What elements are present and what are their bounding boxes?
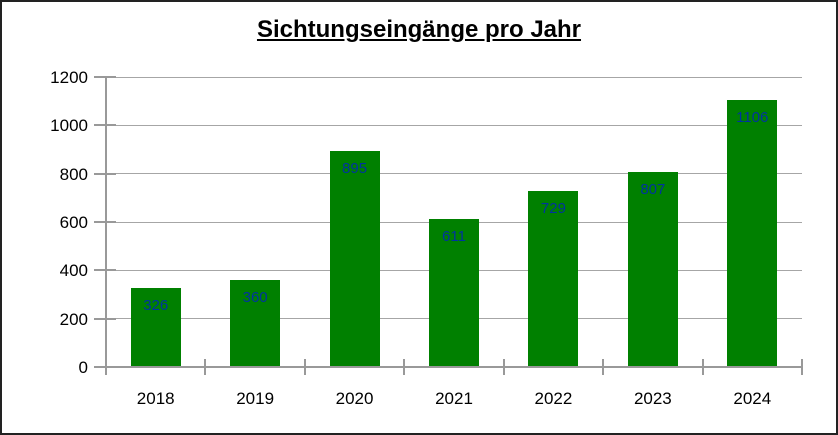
x-axis-line	[105, 366, 803, 368]
y-tick-800	[94, 172, 116, 175]
x-tick	[701, 359, 704, 375]
gridline	[106, 76, 802, 78]
bar-2024	[727, 99, 778, 367]
x-tick	[204, 359, 207, 375]
y-tick-label-800: 800	[59, 164, 88, 184]
x-label-2022: 2022	[534, 389, 573, 408]
x-tick	[602, 359, 605, 375]
x-tick	[303, 359, 306, 375]
y-tick-200	[94, 317, 116, 320]
bar-label-2018: 326	[143, 297, 169, 315]
bar-2021	[429, 219, 479, 367]
bar-label-2021: 611	[442, 228, 466, 246]
bar-label-2022: 729	[540, 199, 566, 217]
x-label-2018: 2018	[136, 389, 175, 408]
x-label-2019: 2019	[236, 389, 275, 408]
x-tick	[105, 359, 107, 375]
x-label-2020: 2020	[335, 389, 374, 408]
y-tick-label-600: 600	[59, 213, 88, 232]
bar-2020	[329, 150, 380, 367]
x-tick	[403, 359, 406, 375]
chart-title: Sichtungseingänge pro Jahr	[256, 16, 582, 43]
x-label-2024: 2024	[733, 389, 772, 408]
y-tick-label-1200: 1200	[50, 68, 88, 87]
bar-label-2019: 360	[242, 289, 268, 306]
y-tick-label-200: 200	[59, 309, 88, 329]
bar-2023	[627, 171, 678, 367]
gridline	[106, 124, 802, 126]
bar-2019	[230, 280, 281, 367]
bar-label-2020: 895	[342, 159, 368, 177]
bar-2022	[528, 190, 579, 367]
y-tick-1200	[94, 76, 116, 78]
bar-label-2024: 1106	[736, 108, 769, 126]
gridline	[106, 173, 802, 175]
y-tick-400	[94, 269, 116, 272]
y-tick-label-1000: 1000	[50, 116, 88, 136]
bar-label-2023: 807	[640, 180, 666, 198]
x-label-2021: 2021	[435, 389, 473, 408]
x-tick	[502, 359, 505, 375]
bar-2018	[130, 288, 181, 367]
x-label-2023: 2023	[633, 389, 672, 408]
x-tick	[801, 359, 803, 375]
y-tick-label-0: 0	[78, 358, 88, 377]
y-tick-600	[94, 221, 116, 223]
y-tick-label-400: 400	[59, 261, 88, 281]
y-tick-1000	[94, 124, 116, 127]
